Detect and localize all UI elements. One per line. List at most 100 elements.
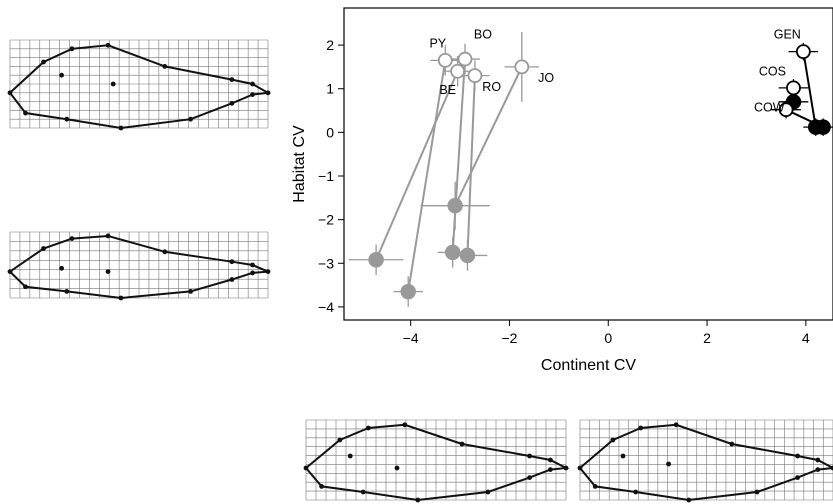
y-tick-label: 2	[326, 37, 334, 53]
y-axis-title: Habitat CV	[291, 125, 308, 203]
landmark-dot	[415, 497, 421, 503]
y-tick-label: −3	[318, 255, 334, 271]
landmark-dot	[41, 246, 46, 251]
landmark-dot	[23, 284, 28, 290]
filled-point-bo	[444, 244, 461, 261]
landmark-dot	[7, 90, 13, 96]
landmark-dot	[118, 295, 124, 301]
landmark-dot	[620, 453, 626, 459]
y-tick-label: −1	[318, 168, 334, 184]
landmark-dot	[188, 289, 194, 294]
landmark-dot	[250, 262, 255, 268]
open-point-jo	[514, 59, 530, 75]
landmark-dot	[64, 116, 70, 122]
landmark-dot	[162, 249, 168, 255]
landmark-dot	[105, 233, 111, 239]
axis-ticks: −4 −2 0 2 4 2 1 0 −1 −2 −3 −4	[318, 37, 810, 346]
landmark-dot	[69, 236, 75, 242]
link-py	[407, 60, 447, 292]
x-tick-label: 4	[802, 330, 810, 346]
open-point-py	[437, 52, 453, 68]
landmark-dot	[105, 42, 111, 48]
landmark-dot	[563, 465, 569, 471]
landmark-dot	[69, 46, 75, 52]
landmark-dot	[105, 269, 111, 274]
landmark-dot	[729, 441, 735, 447]
link-ro	[466, 75, 476, 256]
landmark-dot	[41, 59, 46, 65]
landmark-dot	[118, 125, 124, 131]
landmark-dot	[666, 461, 671, 467]
x-tick-label: −4	[403, 330, 419, 346]
landmark-dot	[59, 72, 64, 78]
y-tick-label: −2	[318, 212, 334, 228]
landmark-dot	[548, 457, 553, 463]
landmark-dot	[673, 422, 679, 428]
x-tick-label: 0	[604, 330, 612, 346]
landmark-dot	[229, 259, 235, 265]
filled-point-py	[400, 283, 416, 300]
landmark-dot	[265, 90, 271, 96]
landmark-dot	[250, 81, 255, 87]
landmark-dot	[229, 100, 235, 106]
open-point-bo	[457, 51, 473, 67]
open-point-gen	[795, 44, 811, 60]
landmark-dot	[347, 453, 353, 459]
landmark-dot	[110, 81, 116, 87]
landmark-dot	[188, 116, 194, 122]
open-point-ro	[467, 68, 483, 84]
open-point-cos	[786, 80, 801, 96]
label-ro: RO	[482, 80, 501, 94]
link-gen	[802, 51, 817, 128]
landmark-dot	[815, 467, 821, 472]
landmark-dot	[250, 270, 255, 276]
landmark-dot	[23, 110, 28, 116]
plot-frame	[343, 7, 833, 321]
landmark-dot	[638, 425, 644, 431]
landmark-dot	[527, 453, 532, 459]
landmark-dot	[402, 422, 408, 428]
data-points	[368, 44, 831, 300]
point-labels: PY BO BE RO JO GEN COS COW	[429, 28, 800, 115]
landmark-dot	[319, 484, 324, 489]
shape-bottom-right	[577, 419, 833, 503]
link-bo	[451, 58, 467, 253]
label-cos: COS	[759, 65, 786, 79]
open-point-cow	[778, 102, 794, 118]
landmark-dot	[59, 265, 64, 271]
open-point-be	[450, 63, 466, 79]
landmark-dot	[830, 465, 833, 471]
landmark-dot	[360, 489, 366, 495]
landmark-dot	[7, 269, 13, 274]
landmark-dot	[366, 425, 371, 431]
y-tick-label: 0	[326, 124, 334, 140]
shape-middle-left	[7, 231, 271, 301]
landmark-dot	[394, 465, 400, 471]
landmark-dot	[686, 497, 692, 503]
landmark-dot	[795, 475, 800, 480]
shape-bottom-center	[303, 419, 570, 503]
label-be: BE	[439, 83, 456, 97]
x-tick-label: −2	[501, 330, 517, 346]
landmark-dot	[64, 289, 70, 294]
label-py: PY	[429, 36, 446, 50]
label-gen: GEN	[774, 28, 801, 42]
landmark-dot	[485, 489, 491, 495]
landmark-dot	[527, 475, 532, 480]
x-axis-title: Continent CV	[541, 357, 636, 374]
landmark-dot	[815, 457, 821, 463]
filled-point-jo	[447, 197, 463, 214]
x-tick-label: 2	[703, 330, 711, 346]
shape-panels	[7, 39, 833, 503]
landmark-dot	[250, 92, 255, 97]
landmark-dot	[337, 437, 343, 443]
landmark-dot	[459, 441, 465, 447]
landmark-dot	[592, 484, 598, 489]
y-tick-label: −4	[318, 299, 334, 315]
link-jo	[454, 66, 523, 207]
filled-point-ro	[459, 247, 476, 264]
landmark-dot	[633, 489, 639, 495]
landmark-dot	[754, 489, 760, 495]
landmark-dot	[229, 77, 235, 82]
